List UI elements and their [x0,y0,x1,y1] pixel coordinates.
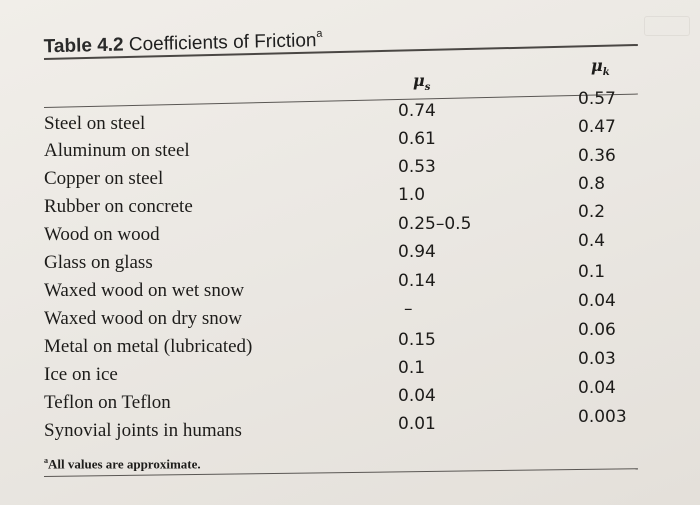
kinetic-coefficient-value: 0.03 [578,349,616,369]
material-pair-label: Rubber on concrete [44,196,193,217]
static-subscript: s [424,82,431,94]
kinetic-coefficient-value: 0.4 [578,231,606,251]
static-coefficient-value: 0.25–0.5 [398,214,472,234]
material-pair-label: Ice on ice [44,364,118,385]
material-pair-label: Waxed wood on dry snow [44,308,242,329]
static-coefficient-value: 0.1 [398,358,426,378]
footnote-marker: a [44,456,48,465]
material-pair-label: Waxed wood on wet snow [44,280,245,301]
material-pair-label: Metal on metal (lubricated) [44,336,253,357]
static-symbol: μ [413,71,425,90]
kinetic-coefficient-value: 0.2 [578,202,606,222]
kinetic-symbol: μ [591,56,603,75]
kinetic-coefficient-value: 0.47 [578,117,616,137]
table-footnote: aAll values are approximate. [44,456,201,472]
kinetic-coefficient-value: 0.36 [578,146,616,166]
material-pair-label: Glass on glass [44,252,153,273]
header-rule [43,93,638,108]
kinetic-coefficient-value: 0.8 [578,174,606,194]
static-coefficient-value: – [404,299,413,319]
material-pair-label: Aluminum on steel [44,140,190,161]
kinetic-coefficient-value: 0.003 [578,407,627,427]
material-pair-label: Copper on steel [44,168,164,189]
material-pair-label: Synovial joints in humans [44,420,242,441]
material-pair-label: Teflon on Teflon [44,392,171,413]
material-pair-label: Wood on wood [44,224,160,245]
show-through-mark [644,16,690,36]
static-coefficient-value: 0.53 [398,157,436,177]
kinetic-coefficient-value: 0.06 [578,320,616,340]
kinetic-coefficient-value: 0.1 [578,262,606,282]
footnote-text: All values are approximate. [48,456,201,472]
kinetic-coefficient-value: 0.57 [578,89,616,109]
static-coefficient-value: 0.01 [398,414,436,434]
static-coefficient-value: 0.14 [398,271,436,291]
static-coefficient-value: 0.15 [398,330,436,350]
kinetic-coefficient-value: 0.04 [578,378,616,398]
kinetic-subscript: k [602,67,610,79]
material-pair-label: Steel on steel [44,113,146,134]
kinetic-coefficient-value: 0.04 [578,291,616,311]
title-footnote-marker: a [316,27,323,40]
static-coefficient-value: 0.94 [398,242,436,262]
static-coefficient-value: 0.04 [398,386,436,406]
static-coefficient-value: 0.74 [398,101,436,121]
kinetic-coefficient-header: μk [591,56,610,78]
table-number: Table 4.2 [43,34,124,58]
static-coefficient-header: μs [413,71,430,93]
static-coefficient-value: 0.61 [398,129,436,149]
static-coefficient-value: 1.0 [398,185,426,205]
